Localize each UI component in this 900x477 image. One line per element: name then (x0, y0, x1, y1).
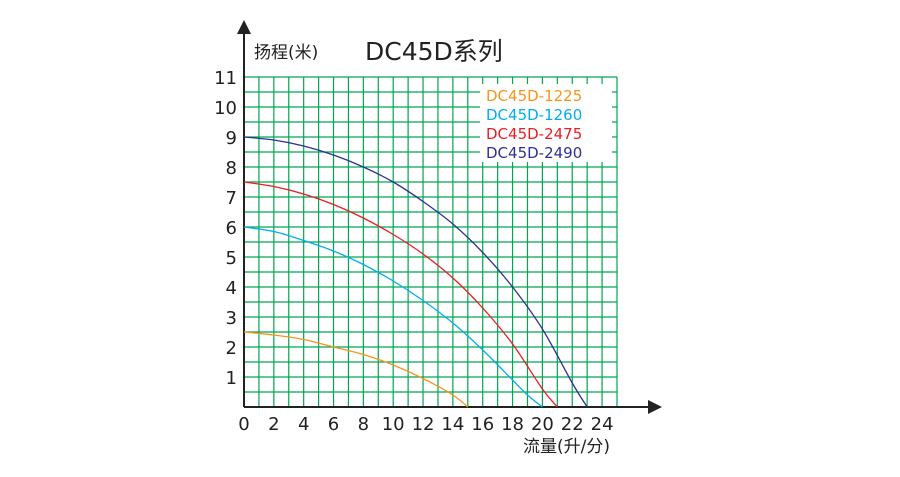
y-tick-label: 2 (226, 338, 237, 359)
y-tick-label: 1 (226, 368, 237, 389)
y-tick-label: 3 (226, 308, 237, 329)
series-curves (243, 136, 588, 408)
chart-axes (237, 20, 662, 414)
y-tick-label: 7 (226, 188, 237, 209)
x-tick-label: 16 (471, 414, 494, 435)
y-tick-label: 9 (226, 128, 237, 149)
x-tick-label: 12 (412, 414, 435, 435)
legend-entry: DC45D-1260 (486, 106, 582, 124)
x-tick-label: 22 (561, 414, 584, 435)
x-tick-label: 20 (531, 414, 554, 435)
x-tick-label: 4 (298, 414, 309, 435)
chart-title: DC45D系列 (365, 37, 503, 66)
legend-box (480, 84, 612, 162)
x-tick-label: 8 (358, 414, 369, 435)
x-axis-label: 流量(升/分) (523, 437, 610, 457)
series-line-dc45d-2490 (243, 136, 588, 408)
y-axis-arrow (237, 20, 251, 34)
series-line-dc45d-1260 (243, 226, 543, 408)
y-tick-label: 4 (226, 278, 237, 299)
x-tick-label: 18 (501, 414, 524, 435)
x-tick-label: 14 (441, 414, 464, 435)
legend-entry: DC45D-2490 (486, 144, 582, 162)
series-line-dc45d-2475 (243, 181, 558, 408)
y-tick-label: 5 (226, 248, 237, 269)
legend-entry: DC45D-2475 (486, 125, 582, 143)
y-tick-label: 6 (226, 218, 237, 239)
x-axis-arrow (648, 400, 662, 414)
y-tick-label: 10 (214, 98, 237, 119)
legend-entry: DC45D-1225 (486, 87, 582, 105)
y-axis-label: 扬程(米) (254, 43, 318, 63)
x-tick-label: 6 (328, 414, 339, 435)
x-tick-label: 2 (268, 414, 279, 435)
y-tick-label: 8 (226, 158, 237, 179)
x-tick-label: 0 (238, 414, 249, 435)
x-tick-label: 24 (591, 414, 614, 435)
y-tick-label: 11 (214, 68, 237, 89)
series-line-dc45d-1225 (243, 331, 469, 408)
x-tick-label: 10 (382, 414, 405, 435)
